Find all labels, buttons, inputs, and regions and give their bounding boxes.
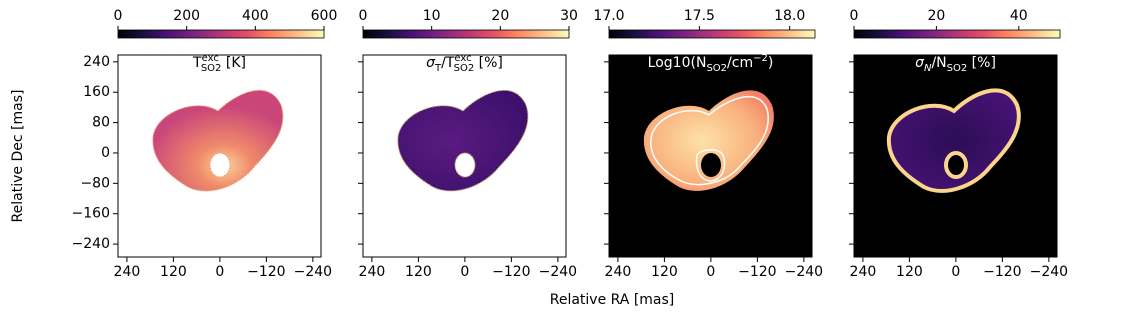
colorbar bbox=[853, 29, 1061, 39]
x-tick-label: 0 bbox=[951, 264, 960, 280]
title-part: exc bbox=[454, 53, 471, 64]
colorbar-tick-label: 0 bbox=[850, 8, 859, 24]
map-region bbox=[643, 90, 774, 191]
x-tick-label: −120 bbox=[492, 264, 530, 280]
colorbar-tick-label: 17.5 bbox=[684, 8, 715, 24]
x-axis-label: Relative RA [mas] bbox=[550, 292, 675, 308]
y-tick-label: 0 bbox=[101, 145, 110, 161]
x-tick-label: 240 bbox=[850, 264, 877, 280]
title-part: SO2 bbox=[454, 63, 475, 74]
y-tick-label: 240 bbox=[83, 54, 110, 70]
map-region bbox=[152, 89, 284, 192]
title-part: [K] bbox=[221, 55, 246, 71]
x-tick-label: −120 bbox=[247, 264, 285, 280]
map bbox=[886, 88, 1021, 193]
x-tick-label: −240 bbox=[1030, 264, 1068, 280]
contour bbox=[650, 95, 769, 186]
contour bbox=[695, 149, 726, 182]
x-tick-label: −240 bbox=[539, 264, 577, 280]
colorbar-tick-label: 18.0 bbox=[774, 8, 805, 24]
title-part: exc bbox=[202, 53, 219, 64]
colorbar bbox=[608, 29, 816, 39]
colorbar bbox=[362, 29, 570, 39]
title-part: /cm bbox=[727, 55, 753, 71]
title-part: ) bbox=[768, 55, 773, 71]
map-background bbox=[854, 55, 1057, 257]
colorbar-tick-label: 40 bbox=[1010, 8, 1028, 24]
x-tick-label: 120 bbox=[896, 264, 923, 280]
panel-title: σT/Texc SO2 [%] bbox=[426, 53, 503, 74]
title-part: −2 bbox=[753, 53, 768, 64]
x-tick-label: 240 bbox=[359, 264, 386, 280]
y-tick-label: 80 bbox=[92, 115, 110, 131]
colorbar-tick-label: 0 bbox=[114, 8, 123, 24]
y-axis-label: Relative Dec [mas] bbox=[10, 90, 26, 223]
title-part: SO2 bbox=[947, 63, 968, 74]
colorbar-tick-label: 400 bbox=[242, 8, 269, 24]
x-tick-label: 120 bbox=[405, 264, 432, 280]
colorbar-tick-label: 0 bbox=[359, 8, 368, 24]
title-part: [%] bbox=[474, 55, 503, 71]
x-tick-label: −240 bbox=[294, 264, 332, 280]
x-tick-label: 0 bbox=[460, 264, 469, 280]
title-part: σ bbox=[426, 55, 436, 71]
colorbar-tick-label: 30 bbox=[560, 8, 578, 24]
map-background bbox=[609, 55, 812, 257]
panel-title: Texc SO2 [K] bbox=[192, 53, 246, 74]
title-part: SO2 bbox=[201, 63, 222, 74]
x-tick-label: 120 bbox=[160, 264, 187, 280]
map-background bbox=[118, 55, 321, 257]
x-tick-label: 240 bbox=[114, 264, 141, 280]
map-region bbox=[397, 89, 529, 192]
x-tick-label: −120 bbox=[983, 264, 1021, 280]
colorbar bbox=[117, 29, 325, 39]
x-tick-label: −240 bbox=[785, 264, 823, 280]
title-part: /N bbox=[931, 55, 946, 71]
title-part: T bbox=[434, 63, 442, 74]
title-part: σ bbox=[915, 55, 925, 71]
x-tick-label: 0 bbox=[215, 264, 224, 280]
colorbar-tick-label: 600 bbox=[311, 8, 338, 24]
y-tick-label: 160 bbox=[83, 84, 110, 100]
map bbox=[643, 90, 774, 191]
colorbar-tick-label: 20 bbox=[491, 8, 509, 24]
title-part: N bbox=[924, 63, 932, 74]
x-tick-label: 0 bbox=[706, 264, 715, 280]
y-tick-label: −160 bbox=[72, 206, 110, 222]
colorbar-tick-label: 200 bbox=[173, 8, 200, 24]
x-tick-label: 120 bbox=[651, 264, 678, 280]
x-tick-label: −120 bbox=[738, 264, 776, 280]
colorbar-tick-label: 20 bbox=[927, 8, 945, 24]
panel-title: σN/NSO2 [%] bbox=[915, 55, 996, 74]
title-part: /T bbox=[441, 55, 455, 71]
map-background bbox=[363, 55, 566, 257]
map bbox=[397, 89, 529, 192]
colorbar-tick-label: 10 bbox=[423, 8, 441, 24]
panel-title: Log10(NSO2/cm−2) bbox=[648, 53, 774, 74]
map-region bbox=[886, 88, 1021, 193]
y-tick-label: −80 bbox=[80, 175, 110, 191]
title-part: T bbox=[192, 55, 202, 71]
title-part: Log10(N bbox=[648, 55, 707, 71]
y-tick-label: −240 bbox=[72, 236, 110, 252]
title-part: SO2 bbox=[706, 63, 727, 74]
colorbar-tick-label: 17.0 bbox=[593, 8, 624, 24]
title-part: [%] bbox=[967, 55, 996, 71]
x-tick-label: 240 bbox=[605, 264, 632, 280]
map bbox=[152, 89, 284, 192]
